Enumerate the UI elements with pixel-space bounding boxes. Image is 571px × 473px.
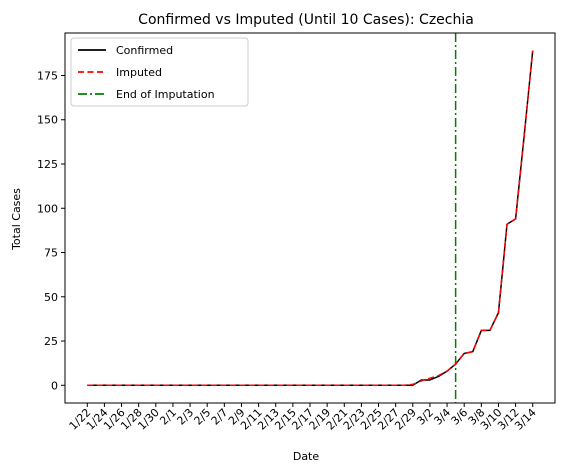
y-tick-label: 50: [44, 291, 58, 304]
y-tick-label: 150: [37, 114, 58, 127]
series-line-imputed: [87, 50, 534, 387]
y-tick-label: 100: [37, 202, 58, 215]
x-axis-label: Date: [293, 450, 320, 463]
y-tick-label: 75: [44, 247, 58, 260]
legend-label-end-of-imputation: End of Imputation: [116, 88, 215, 101]
y-tick-label: 0: [51, 379, 58, 392]
x-axis: 1/221/241/261/281/302/12/32/52/72/92/112…: [67, 403, 539, 433]
chart-title: Confirmed vs Imputed (Until 10 Cases): C…: [138, 12, 474, 28]
legend-label-confirmed: Confirmed: [116, 44, 173, 57]
y-tick-label: 125: [37, 158, 58, 171]
legend: Confirmed Imputed End of Imputation: [70, 37, 249, 107]
y-tick-label: 175: [37, 69, 58, 82]
y-tick-label: 25: [44, 335, 58, 348]
y-axis-label: Total Cases: [10, 188, 23, 251]
y-axis: 0 25 50 75 100 125 150 175: [37, 69, 65, 392]
legend-label-imputed: Imputed: [116, 66, 162, 79]
legend-box: [70, 37, 249, 107]
